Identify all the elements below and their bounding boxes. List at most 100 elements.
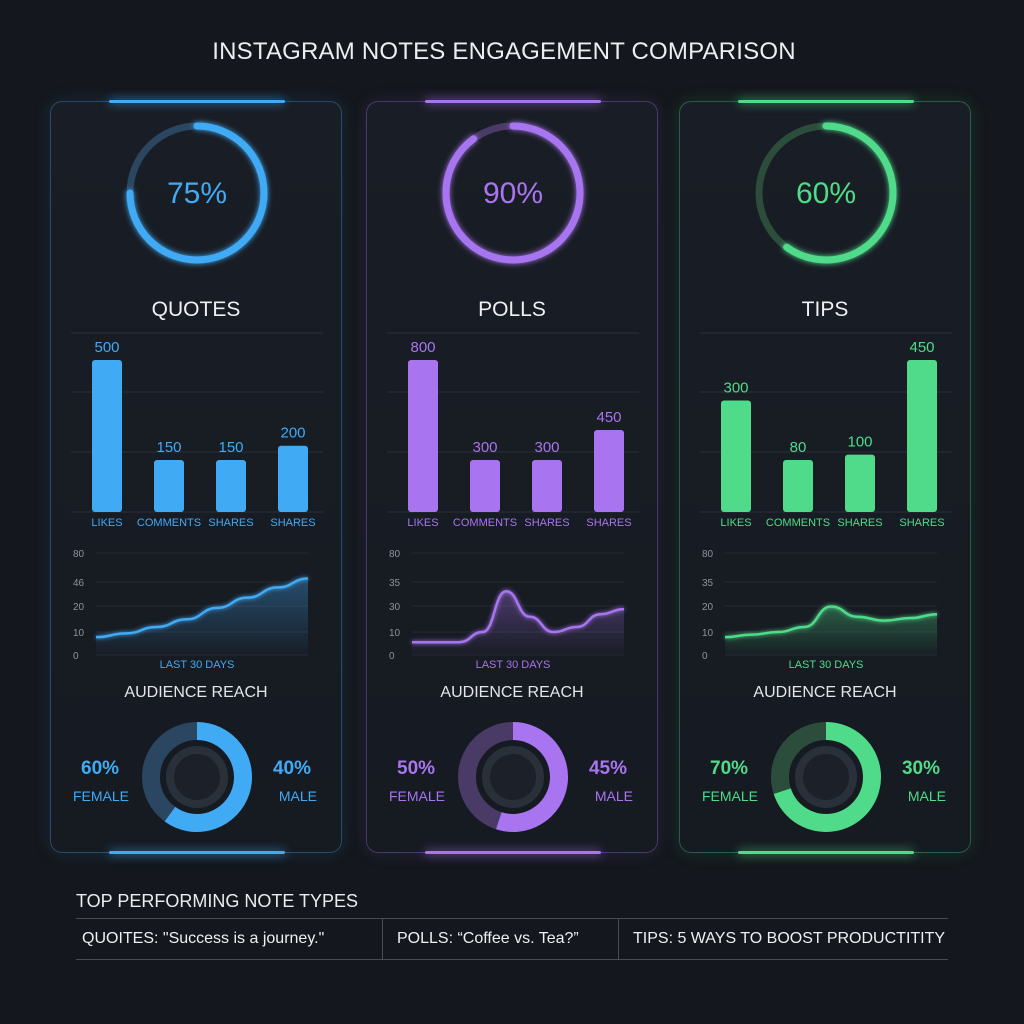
line-tick-label: 10 — [702, 628, 714, 639]
bar — [783, 460, 813, 512]
line-x-label: LAST 30 DAYS — [160, 659, 235, 671]
line-tick-label: 80 — [389, 549, 401, 560]
panel-accent-top — [425, 100, 601, 103]
bar — [845, 454, 875, 512]
bar-value-label: 100 — [847, 434, 872, 451]
line-series — [95, 577, 309, 639]
male-percent: 40% — [272, 758, 311, 779]
bar-value-label: 300 — [534, 439, 559, 456]
bar-value-label: 500 — [94, 339, 119, 356]
bar-category-label: SHARES — [270, 517, 315, 529]
panel-quotes: 75% QUOTES 500 LIKES 150 COMMENTS 150 SHARES 2… — [50, 100, 342, 854]
line-tick-label: 0 — [702, 651, 708, 662]
panel-category-title: POLLS — [478, 298, 546, 321]
donut-center — [482, 746, 544, 808]
bar-value-label: 450 — [909, 339, 934, 356]
panel-accent-bottom — [738, 851, 914, 854]
top-performing-title: TOP PERFORMING NOTE TYPES — [76, 891, 359, 911]
bar — [154, 460, 184, 512]
male-percent: 30% — [901, 758, 940, 779]
line-area — [96, 578, 308, 655]
line-x-label: LAST 30 DAYS — [476, 659, 551, 671]
bar-category-label: COMMENTS — [766, 517, 830, 529]
line-area — [725, 606, 937, 655]
female-label: FEMALE — [702, 788, 759, 804]
male-label: MALE — [278, 788, 317, 804]
top-performing-item: QUOITES: "Success is a journey." — [82, 930, 325, 947]
bar — [907, 360, 937, 512]
line-tick-label: 80 — [702, 549, 714, 560]
panel-accent-top — [738, 100, 914, 103]
top-performing-item: POLLS: “Coffee vs. Tea?” — [382, 919, 618, 959]
bar — [721, 400, 751, 512]
donut-segment-female — [496, 722, 568, 832]
bar — [278, 445, 308, 512]
bar-category-label: LIKES — [91, 517, 122, 529]
bar — [408, 360, 438, 512]
male-label: MALE — [907, 788, 946, 804]
bar-category-label: COMMENTS — [453, 517, 517, 529]
audience-reach-title: AUDIENCE REACH — [753, 684, 897, 701]
bar-category-label: SHARES — [899, 517, 944, 529]
bar-value-label: 150 — [218, 439, 243, 456]
bar-category-label: LIKES — [720, 517, 751, 529]
line-tick-label: 0 — [73, 651, 79, 662]
top-performing-table: QUOITES: "Success is a journey." POLLS: … — [76, 918, 948, 960]
bar — [470, 460, 500, 512]
ring-percent-label: 75% — [167, 177, 227, 210]
female-label: FEMALE — [73, 788, 130, 804]
ring-percent-label: 90% — [483, 177, 543, 210]
donut-segment-female — [164, 722, 252, 832]
female-label: FEMALE — [389, 788, 446, 804]
donut-center — [795, 746, 857, 808]
bar-value-label: 150 — [156, 439, 181, 456]
line-tick-label: 10 — [389, 628, 401, 639]
bar-category-label: SHARES — [837, 517, 882, 529]
line-tick-label: 0 — [389, 651, 395, 662]
panel-polls: 90% POLLS 800 LIKES 300 COMMENTS 300 SHARES 45… — [366, 100, 658, 854]
bar — [594, 430, 624, 512]
bar — [92, 360, 122, 512]
panel-accent-top — [109, 100, 285, 103]
panel-accent-bottom — [425, 851, 601, 854]
panel-category-title: TIPS — [801, 298, 849, 321]
bar-value-label: 300 — [472, 439, 497, 456]
line-tick-label: 35 — [389, 578, 401, 589]
top-performing-item: TIPS: 5 WAYS TO BOOST PRODUCTITITY — [618, 919, 948, 959]
engagement-charts: 800 LIKES 300 COMMENTS 300 SHARES 450 SHARES 0 10… — [387, 332, 639, 832]
bar — [216, 460, 246, 512]
percent-ring: 60% — [755, 122, 897, 264]
line-tick-label: 20 — [702, 602, 714, 613]
panel-category-title: QUOTES — [151, 298, 241, 321]
female-percent: 70% — [710, 758, 749, 779]
bar-category-label: SHARES — [524, 517, 569, 529]
percent-ring: 90% — [442, 122, 584, 264]
ring-percent-label: 60% — [796, 177, 856, 210]
line-area — [412, 591, 624, 655]
male-label: MALE — [594, 788, 633, 804]
line-tick-label: 80 — [73, 549, 85, 560]
ring-progress — [783, 122, 897, 264]
bar-value-label: 200 — [280, 425, 305, 442]
line-tick-label: 10 — [73, 628, 85, 639]
line-x-label: LAST 30 DAYS — [789, 659, 864, 671]
panel-accent-bottom — [109, 851, 285, 854]
audience-reach-title: AUDIENCE REACH — [440, 684, 584, 701]
female-percent: 60% — [81, 758, 120, 779]
donut-center — [166, 746, 228, 808]
line-tick-label: 35 — [702, 578, 714, 589]
engagement-charts: 500 LIKES 150 COMMENTS 150 SHARES 200 SHARES 0 10… — [71, 332, 323, 832]
line-tick-label: 30 — [389, 602, 401, 613]
bar-category-label: SHARES — [586, 517, 631, 529]
bar — [532, 460, 562, 512]
audience-reach-title: AUDIENCE REACH — [124, 684, 268, 701]
bar-value-label: 300 — [723, 380, 748, 397]
panel-tips: 60% TIPS 300 LIKES 80 COMMENTS 100 SHARES 450 S… — [679, 100, 971, 854]
line-series — [412, 589, 625, 644]
line-tick-label: 46 — [73, 578, 85, 589]
ring-progress — [126, 122, 268, 264]
ring-progress — [442, 122, 584, 264]
bar-value-label: 80 — [790, 439, 807, 456]
bar-category-label: LIKES — [407, 517, 438, 529]
engagement-charts: 300 LIKES 80 COMMENTS 100 SHARES 450 SHARES 0 10 2… — [700, 332, 952, 832]
